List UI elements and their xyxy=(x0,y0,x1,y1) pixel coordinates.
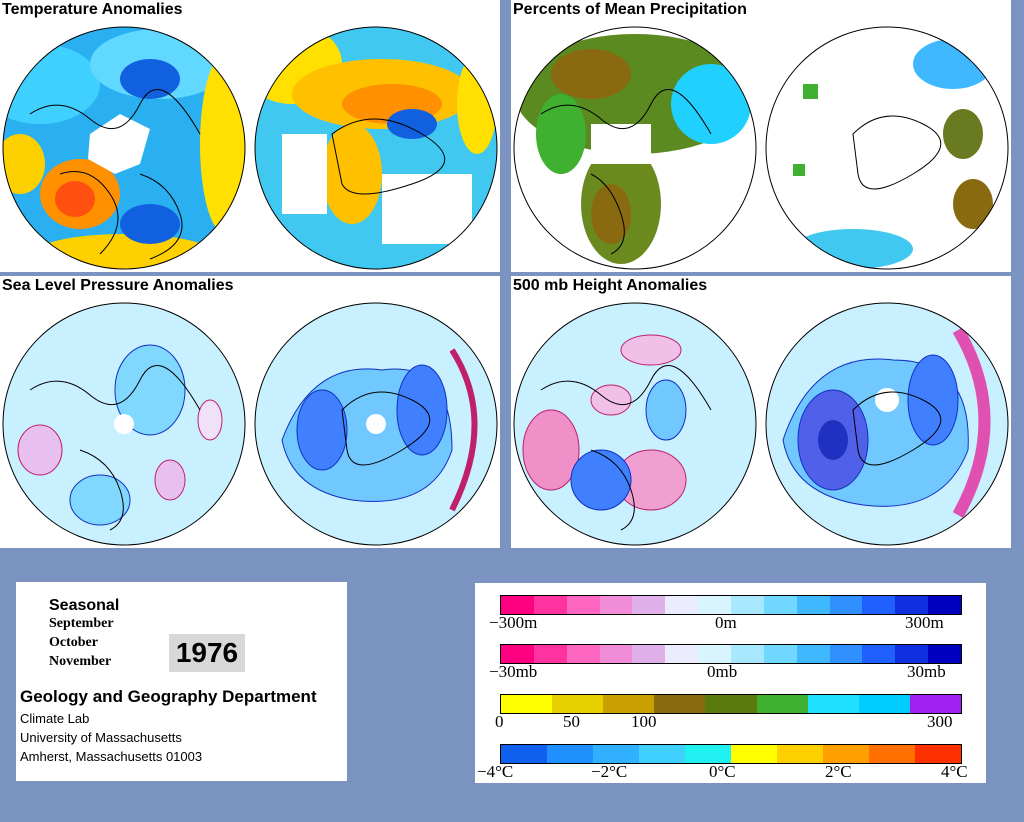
color-swatch xyxy=(763,596,797,614)
precipitation-panel: Percents of Mean Precipitation xyxy=(511,0,1011,272)
color-swatch xyxy=(603,695,655,713)
color-swatch xyxy=(665,596,699,614)
height-southern-hemisphere-map xyxy=(765,302,1009,546)
color-swatch xyxy=(862,645,896,663)
color-swatch xyxy=(731,596,764,614)
pressure-scale-label: 30mb xyxy=(907,662,946,681)
color-swatch xyxy=(501,645,534,663)
slp-panel: Sea Level Pressure Anomalies xyxy=(0,276,500,548)
color-swatch xyxy=(928,596,962,614)
color-swatch xyxy=(639,745,685,763)
color-swatch xyxy=(501,695,553,713)
year-label: 1976 xyxy=(169,634,245,672)
color-swatch xyxy=(807,695,859,713)
panel-title: Sea Level Pressure Anomalies xyxy=(0,276,237,297)
color-swatch xyxy=(566,596,600,614)
color-swatch xyxy=(501,745,547,763)
color-swatch xyxy=(796,645,830,663)
color-swatch xyxy=(698,645,732,663)
slp-northern-hemisphere-map xyxy=(2,302,246,546)
color-swatch xyxy=(552,695,604,713)
color-swatch xyxy=(593,745,639,763)
temperature-scale-label: −2°C xyxy=(591,762,628,781)
color-swatch xyxy=(829,596,863,614)
color-swatch xyxy=(533,596,567,614)
panel-title: 500 mb Height Anomalies xyxy=(511,276,711,297)
color-swatch xyxy=(869,745,915,763)
temp-southern-hemisphere-map xyxy=(254,26,498,270)
color-swatch xyxy=(705,695,757,713)
month-label: October xyxy=(49,635,98,650)
color-swatch xyxy=(909,695,961,713)
address-line: Climate Lab xyxy=(20,711,90,726)
pressure-color-bar xyxy=(500,644,962,664)
department-label: Geology and Geography Department xyxy=(20,687,317,706)
color-swatch xyxy=(858,695,910,713)
precip-scale-label: 300 xyxy=(927,712,953,731)
color-swatch xyxy=(829,645,863,663)
month-label: September xyxy=(49,616,114,631)
color-swatch xyxy=(599,645,633,663)
temperature-scale-label: 4°C xyxy=(941,762,968,781)
height-northern-hemisphere-map xyxy=(513,302,757,546)
panel-title: Percents of Mean Precipitation xyxy=(511,0,750,21)
height-scale-label: 300m xyxy=(905,613,944,632)
color-swatch xyxy=(685,745,731,763)
season-label: Seasonal xyxy=(49,597,120,614)
color-swatch xyxy=(632,645,666,663)
address-line: Amherst, Massachusetts 01003 xyxy=(20,749,203,764)
color-swatch xyxy=(599,596,633,614)
temperature-scale-label: −4°C xyxy=(477,762,514,781)
panel-title: Temperature Anomalies xyxy=(0,0,186,21)
color-swatch xyxy=(731,645,764,663)
precip-color-bar xyxy=(500,694,962,714)
precip-southern-hemisphere-map xyxy=(765,26,1009,270)
color-swatch xyxy=(698,596,732,614)
color-swatch xyxy=(796,596,830,614)
temp-northern-hemisphere-map xyxy=(2,26,246,270)
temperature-scale-label: 0°C xyxy=(709,762,736,781)
color-swatch xyxy=(862,596,896,614)
pressure-scale-label: 0mb xyxy=(707,662,738,681)
color-swatch xyxy=(632,596,666,614)
color-swatch xyxy=(756,695,808,713)
pressure-scale-label: −30mb xyxy=(489,662,538,681)
legend-box: −300m 0m 300m −30mb 0mb 30mb 0 50 100 30… xyxy=(475,583,986,783)
month-label: November xyxy=(49,654,112,669)
precip-northern-hemisphere-map xyxy=(513,26,757,270)
color-swatch xyxy=(501,596,534,614)
color-swatch xyxy=(665,645,699,663)
height-scale-label: 0m xyxy=(715,613,737,632)
color-swatch xyxy=(895,645,929,663)
slp-southern-hemisphere-map xyxy=(254,302,498,546)
color-swatch xyxy=(777,745,823,763)
info-box: Seasonal September October November 1976… xyxy=(16,582,347,781)
precip-scale-label: 100 xyxy=(631,712,657,731)
temperature-scale-label: 2°C xyxy=(825,762,852,781)
precip-scale-label: 0 xyxy=(495,712,504,731)
color-swatch xyxy=(566,645,600,663)
color-swatch xyxy=(895,596,929,614)
temperature-panel: Temperature Anomalies xyxy=(0,0,500,272)
color-swatch xyxy=(533,645,567,663)
height-scale-label: −300m xyxy=(489,613,538,632)
height500-panel: 500 mb Height Anomalies xyxy=(511,276,1011,548)
color-swatch xyxy=(654,695,706,713)
color-swatch xyxy=(928,645,962,663)
color-swatch xyxy=(763,645,797,663)
color-swatch xyxy=(547,745,593,763)
address-line: University of Massachusetts xyxy=(20,730,182,745)
color-swatch xyxy=(823,745,869,763)
height-color-bar xyxy=(500,595,962,615)
color-swatch xyxy=(915,745,961,763)
color-swatch xyxy=(731,745,777,763)
precip-scale-label: 50 xyxy=(563,712,580,731)
temperature-color-bar xyxy=(500,744,962,764)
